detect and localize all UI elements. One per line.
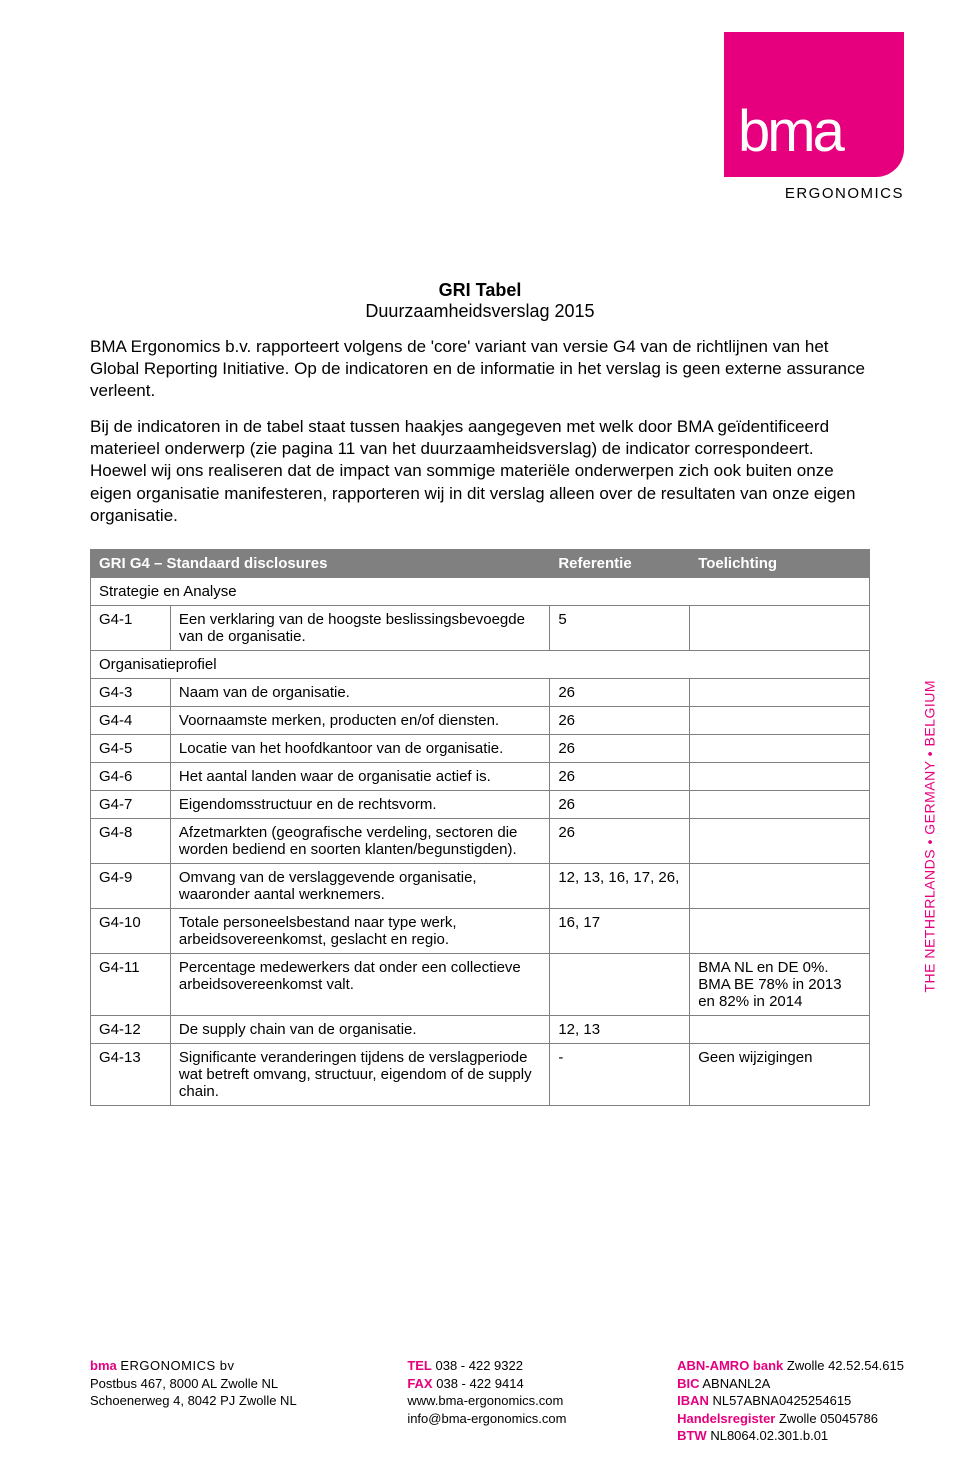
header-disclosures: GRI G4 – Standaard disclosures (91, 549, 550, 577)
table-row: G4-10Totale personeelsbestand naar type … (91, 908, 870, 953)
section-header: Organisatieprofiel (91, 650, 870, 678)
logo-square: bma (724, 32, 904, 177)
footer-web: www.bma-ergonomics.com (407, 1392, 566, 1410)
cell-note (690, 1015, 870, 1043)
cell-ref: 26 (550, 734, 690, 762)
cell-code: G4-11 (91, 953, 171, 1015)
table-row: G4-6Het aantal landen waar de organisati… (91, 762, 870, 790)
table-row: G4-13Significante veranderingen tijdens … (91, 1043, 870, 1105)
cell-code: G4-13 (91, 1043, 171, 1105)
footer-fax: FAX 038 - 422 9414 (407, 1375, 566, 1393)
cell-note (690, 678, 870, 706)
logo: bma ERGONOMICS (724, 32, 904, 207)
table-row: G4-12De supply chain van de organisatie.… (91, 1015, 870, 1043)
logo-text: bma (738, 98, 842, 165)
cell-desc: Significante veranderingen tijdens de ve… (170, 1043, 549, 1105)
table-row: G4-11Percentage medewerkers dat onder ee… (91, 953, 870, 1015)
cell-note (690, 734, 870, 762)
footer-mail: info@bma-ergonomics.com (407, 1410, 566, 1428)
footer-col-right: ABN-AMRO bank Zwolle 42.52.54.615 BIC AB… (677, 1357, 904, 1445)
footer-btw: BTW NL8064.02.301.b.01 (677, 1427, 904, 1445)
footer-address-2: Schoenerweg 4, 8042 PJ Zwolle NL (90, 1392, 297, 1410)
cell-note (690, 908, 870, 953)
cell-ref: - (550, 1043, 690, 1105)
cell-desc: Het aantal landen waar de organisatie ac… (170, 762, 549, 790)
cell-desc: Afzetmarkten (geografische verdeling, se… (170, 818, 549, 863)
cell-desc: Voornaamste merken, producten en/of dien… (170, 706, 549, 734)
table-row: G4-3Naam van de organisatie.26 (91, 678, 870, 706)
cell-note (690, 762, 870, 790)
cell-desc: Een verklaring van de hoogste beslissing… (170, 605, 549, 650)
cell-ref: 5 (550, 605, 690, 650)
footer-brand-pink: bma (90, 1358, 117, 1373)
doc-title: GRI Tabel (90, 280, 870, 301)
header-toelichting: Toelichting (690, 549, 870, 577)
cell-code: G4-9 (91, 863, 171, 908)
intro-paragraph-2: Bij de indicatoren in de tabel staat tus… (90, 416, 870, 526)
table-row: Strategie en Analyse (91, 577, 870, 605)
cell-code: G4-4 (91, 706, 171, 734)
doc-subtitle: Duurzaamheidsverslag 2015 (90, 301, 870, 322)
footer-bic: BIC ABNANL2A (677, 1375, 904, 1393)
section-header: Strategie en Analyse (91, 577, 870, 605)
cell-code: G4-5 (91, 734, 171, 762)
cell-note (690, 605, 870, 650)
cell-note (690, 863, 870, 908)
intro-paragraph-1: BMA Ergonomics b.v. rapporteert volgens … (90, 336, 870, 402)
cell-note (690, 706, 870, 734)
cell-ref: 26 (550, 790, 690, 818)
footer-brand-black: ERGONOMICS bv (120, 1358, 234, 1373)
gri-table: GRI G4 – Standaard disclosures Referenti… (90, 549, 870, 1106)
cell-code: G4-8 (91, 818, 171, 863)
cell-code: G4-1 (91, 605, 171, 650)
cell-ref: 26 (550, 818, 690, 863)
cell-note (690, 790, 870, 818)
main-content: GRI Tabel Duurzaamheidsverslag 2015 BMA … (90, 280, 870, 1106)
table-row: G4-5Locatie van het hoofdkantoor van de … (91, 734, 870, 762)
cell-code: G4-12 (91, 1015, 171, 1043)
table-row: G4-7Eigendomsstructuur en de rechtsvorm.… (91, 790, 870, 818)
cell-ref: 16, 17 (550, 908, 690, 953)
footer-address-1: Postbus 467, 8000 AL Zwolle NL (90, 1375, 297, 1393)
table-header-row: GRI G4 – Standaard disclosures Referenti… (91, 549, 870, 577)
cell-ref: 26 (550, 762, 690, 790)
cell-code: G4-6 (91, 762, 171, 790)
cell-code: G4-10 (91, 908, 171, 953)
footer-iban: IBAN NL57ABNA0425254615 (677, 1392, 904, 1410)
cell-desc: Omvang van de verslaggevende organisatie… (170, 863, 549, 908)
footer: bma ERGONOMICS bv Postbus 467, 8000 AL Z… (90, 1357, 904, 1445)
cell-note: Geen wijzigingen (690, 1043, 870, 1105)
footer-bank: ABN-AMRO bank Zwolle 42.52.54.615 (677, 1357, 904, 1375)
cell-note (690, 818, 870, 863)
cell-ref: 12, 13 (550, 1015, 690, 1043)
cell-desc: Totale personeelsbestand naar type werk,… (170, 908, 549, 953)
cell-code: G4-3 (91, 678, 171, 706)
cell-code: G4-7 (91, 790, 171, 818)
cell-ref: 26 (550, 706, 690, 734)
table-row: G4-8Afzetmarkten (geografische verdeling… (91, 818, 870, 863)
cell-ref (550, 953, 690, 1015)
cell-desc: De supply chain van de organisatie. (170, 1015, 549, 1043)
footer-col-mid: TEL 038 - 422 9322 FAX 038 - 422 9414 ww… (407, 1357, 566, 1445)
logo-subtext: ERGONOMICS (724, 185, 904, 202)
table-row: Organisatieprofiel (91, 650, 870, 678)
table-row: G4-4Voornaamste merken, producten en/of … (91, 706, 870, 734)
footer-brand: bma ERGONOMICS bv (90, 1357, 297, 1375)
cell-ref: 12, 13, 16, 17, 26, (550, 863, 690, 908)
footer-tel: TEL 038 - 422 9322 (407, 1357, 566, 1375)
cell-desc: Percentage medewerkers dat onder een col… (170, 953, 549, 1015)
side-countries-text: THE NETHERLANDS • GERMANY • BELGIUM (922, 680, 938, 993)
footer-col-left: bma ERGONOMICS bv Postbus 467, 8000 AL Z… (90, 1357, 297, 1445)
table-row: G4-1Een verklaring van de hoogste beslis… (91, 605, 870, 650)
table-row: G4-9Omvang van de verslaggevende organis… (91, 863, 870, 908)
header-referentie: Referentie (550, 549, 690, 577)
cell-note: BMA NL en DE 0%. BMA BE 78% in 2013 en 8… (690, 953, 870, 1015)
cell-desc: Locatie van het hoofdkantoor van de orga… (170, 734, 549, 762)
footer-hr: Handelsregister Zwolle 05045786 (677, 1410, 904, 1428)
cell-ref: 26 (550, 678, 690, 706)
cell-desc: Eigendomsstructuur en de rechtsvorm. (170, 790, 549, 818)
cell-desc: Naam van de organisatie. (170, 678, 549, 706)
title-block: GRI Tabel Duurzaamheidsverslag 2015 (90, 280, 870, 322)
